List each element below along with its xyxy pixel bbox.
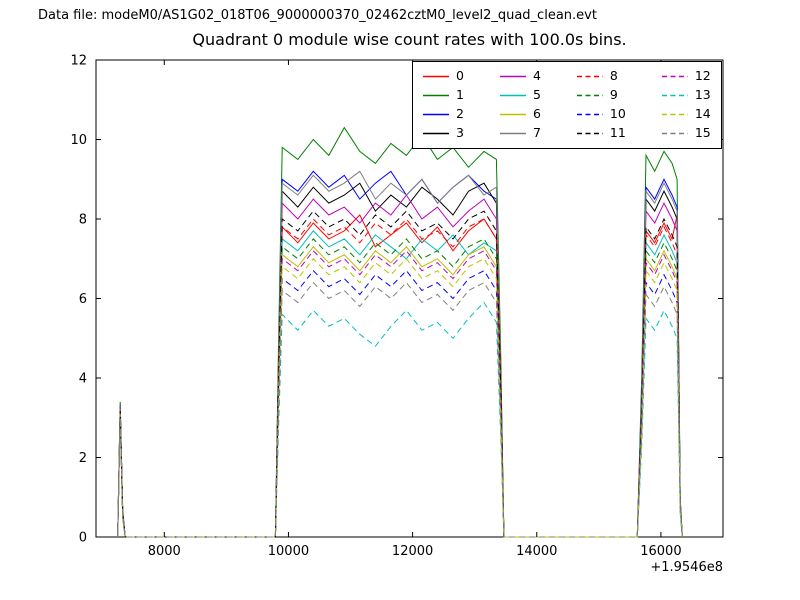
legend-item-label: 3 [456, 125, 464, 141]
legend-item-label: 5 [532, 87, 541, 103]
legend-item-15: 15 [661, 125, 711, 141]
legend-item-label: 13 [694, 87, 711, 103]
legend-item-1: 1 [423, 89, 464, 102]
legend-line-sample [576, 132, 603, 135]
x-axis-offset-label: +1.9546e8 [650, 560, 723, 575]
x-tick-label: 10000 [268, 544, 309, 559]
legend-item-label: 4 [532, 68, 541, 84]
legend-item-label: 12 [694, 68, 711, 84]
legend-item-label: 6 [532, 106, 541, 122]
legend-line-sample [499, 132, 526, 135]
legend-line-sample [499, 94, 526, 97]
x-tick-label: 8000 [148, 544, 181, 559]
legend-line-sample [576, 113, 603, 116]
legend-item-label: 1 [456, 87, 464, 103]
legend-item-11: 11 [576, 125, 626, 141]
y-tick-label: 4 [79, 372, 87, 387]
legend-line-sample [423, 132, 449, 135]
legend-item-8: 8 [576, 68, 626, 84]
legend-item-6: 6 [499, 106, 541, 122]
legend-item-label: 14 [694, 106, 711, 122]
y-tick-label: 12 [70, 54, 87, 69]
legend-item-13: 13 [661, 87, 711, 103]
x-tick-label: 14000 [516, 544, 557, 559]
legend-item-9: 9 [576, 87, 626, 103]
series-line-9 [117, 238, 683, 538]
legend-item-7: 7 [499, 125, 541, 141]
y-tick-label: 10 [70, 133, 87, 148]
legend-line-sample [661, 94, 688, 97]
legend-line-sample [661, 75, 688, 78]
y-tick-label: 2 [79, 451, 87, 466]
legend-line-sample [661, 132, 688, 135]
y-tick-label: 6 [79, 292, 87, 307]
series-line-15 [117, 281, 683, 538]
legend-item-label: 8 [609, 68, 618, 84]
legend-item-2: 2 [423, 108, 464, 121]
legend-line-sample [576, 94, 603, 97]
legend: 0 1 2 3 4 5 6 7 8 9 10 11 12 13 14 15 [412, 61, 722, 149]
legend-item-label: 10 [609, 106, 626, 122]
legend-item-label: 7 [532, 125, 541, 141]
legend-item-label: 15 [694, 125, 711, 141]
legend-item-label: 2 [456, 106, 464, 122]
legend-item-5: 5 [499, 87, 541, 103]
legend-item-14: 14 [661, 106, 711, 122]
legend-item-12: 12 [661, 68, 711, 84]
legend-line-sample [576, 75, 603, 78]
chart-title: Quadrant 0 module wise count rates with … [192, 30, 627, 49]
legend-line-sample [423, 75, 449, 78]
legend-line-sample [423, 94, 449, 97]
legend-item-0: 0 [423, 70, 464, 83]
legend-item-3: 3 [423, 127, 464, 140]
y-tick-label: 0 [79, 531, 87, 546]
legend-line-sample [423, 113, 449, 116]
legend-item-label: 11 [609, 125, 626, 141]
legend-item-label: 9 [609, 87, 618, 103]
legend-line-sample [499, 113, 526, 116]
legend-line-sample [661, 113, 688, 116]
legend-item-label: 0 [456, 68, 464, 84]
y-tick-label: 8 [79, 213, 87, 228]
legend-line-sample [499, 75, 526, 78]
x-tick-label: 16000 [640, 544, 681, 559]
datafile-label: Data file: modeM0/AS1G02_018T06_90000003… [38, 8, 597, 23]
x-tick-label: 12000 [392, 544, 433, 559]
legend-item-4: 4 [499, 68, 541, 84]
legend-item-10: 10 [576, 106, 626, 122]
